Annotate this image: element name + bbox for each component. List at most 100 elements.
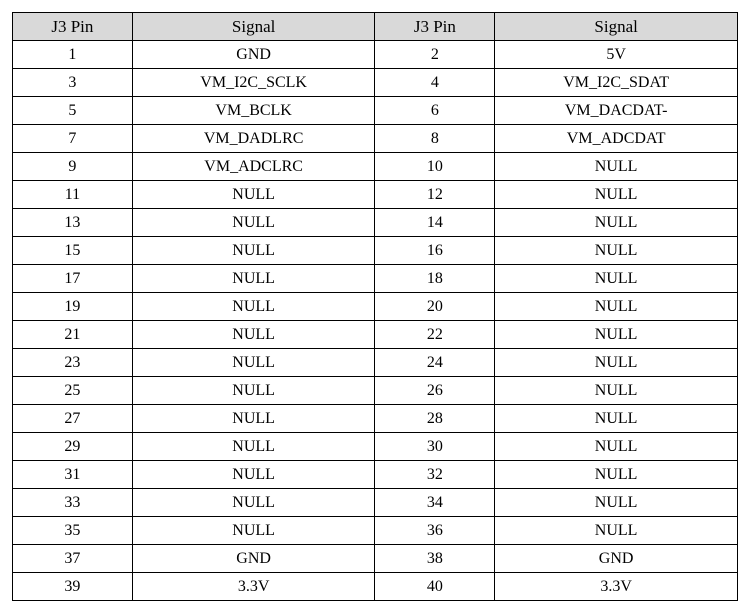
table-row: 23NULL24NULL: [13, 349, 738, 377]
signal-cell: NULL: [132, 461, 375, 489]
table-row: 37GND38GND: [13, 545, 738, 573]
table-row: 7VM_DADLRC8VM_ADCDAT: [13, 125, 738, 153]
signal-cell: NULL: [132, 377, 375, 405]
pin-cell: 1: [13, 41, 133, 69]
signal-cell: GND: [132, 41, 375, 69]
pin-cell: 31: [13, 461, 133, 489]
signal-cell: NULL: [132, 489, 375, 517]
pin-cell: 4: [375, 69, 495, 97]
signal-cell: VM_I2C_SCLK: [132, 69, 375, 97]
pin-cell: 18: [375, 265, 495, 293]
pin-cell: 14: [375, 209, 495, 237]
signal-cell: NULL: [132, 321, 375, 349]
table-row: 25NULL26NULL: [13, 377, 738, 405]
table-row: 27NULL28NULL: [13, 405, 738, 433]
signal-cell: GND: [132, 545, 375, 573]
table-row: 21NULL22NULL: [13, 321, 738, 349]
table-row: 15NULL16NULL: [13, 237, 738, 265]
table-row: 1GND25V: [13, 41, 738, 69]
pin-cell: 3: [13, 69, 133, 97]
signal-cell: VM_ADCLRC: [132, 153, 375, 181]
pin-cell: 33: [13, 489, 133, 517]
table-row: 19NULL20NULL: [13, 293, 738, 321]
signal-cell: NULL: [495, 181, 738, 209]
signal-cell: VM_DADLRC: [132, 125, 375, 153]
signal-cell: NULL: [495, 321, 738, 349]
pin-cell: 29: [13, 433, 133, 461]
signal-cell: NULL: [495, 209, 738, 237]
signal-cell: NULL: [132, 181, 375, 209]
signal-cell: NULL: [132, 517, 375, 545]
j3-pinout-table: J3 Pin Signal J3 Pin Signal 1GND25V3VM_I…: [12, 12, 738, 601]
pin-cell: 5: [13, 97, 133, 125]
pin-cell: 26: [375, 377, 495, 405]
pin-cell: 23: [13, 349, 133, 377]
table-row: 13NULL14NULL: [13, 209, 738, 237]
table-row: 11NULL12NULL: [13, 181, 738, 209]
pin-cell: 34: [375, 489, 495, 517]
pin-cell: 9: [13, 153, 133, 181]
pin-cell: 24: [375, 349, 495, 377]
signal-cell: VM_DACDAT-: [495, 97, 738, 125]
pin-cell: 2: [375, 41, 495, 69]
pin-cell: 35: [13, 517, 133, 545]
table-row: 9VM_ADCLRC10NULL: [13, 153, 738, 181]
table-row: 3VM_I2C_SCLK4VM_I2C_SDAT: [13, 69, 738, 97]
pin-cell: 22: [375, 321, 495, 349]
pin-cell: 17: [13, 265, 133, 293]
signal-cell: NULL: [132, 293, 375, 321]
signal-cell: NULL: [132, 433, 375, 461]
signal-cell: NULL: [495, 265, 738, 293]
pin-cell: 13: [13, 209, 133, 237]
signal-cell: VM_ADCDAT: [495, 125, 738, 153]
pin-cell: 30: [375, 433, 495, 461]
pin-cell: 39: [13, 573, 133, 601]
pin-cell: 19: [13, 293, 133, 321]
pin-cell: 6: [375, 97, 495, 125]
signal-cell: 5V: [495, 41, 738, 69]
pin-cell: 10: [375, 153, 495, 181]
table-header-row: J3 Pin Signal J3 Pin Signal: [13, 13, 738, 41]
signal-cell: NULL: [132, 265, 375, 293]
signal-cell: NULL: [132, 405, 375, 433]
signal-cell: NULL: [495, 293, 738, 321]
table-row: 33NULL34NULL: [13, 489, 738, 517]
table-row: 393.3V403.3V: [13, 573, 738, 601]
pin-cell: 21: [13, 321, 133, 349]
signal-cell: NULL: [495, 517, 738, 545]
signal-cell: NULL: [495, 405, 738, 433]
pin-cell: 36: [375, 517, 495, 545]
pin-cell: 37: [13, 545, 133, 573]
col-header-j3pin-right: J3 Pin: [375, 13, 495, 41]
signal-cell: NULL: [495, 153, 738, 181]
signal-cell: VM_BCLK: [132, 97, 375, 125]
signal-cell: NULL: [132, 349, 375, 377]
signal-cell: NULL: [132, 209, 375, 237]
pin-cell: 20: [375, 293, 495, 321]
signal-cell: NULL: [495, 433, 738, 461]
pin-cell: 40: [375, 573, 495, 601]
signal-cell: NULL: [495, 237, 738, 265]
pin-cell: 32: [375, 461, 495, 489]
signal-cell: VM_I2C_SDAT: [495, 69, 738, 97]
signal-cell: GND: [495, 545, 738, 573]
pin-cell: 11: [13, 181, 133, 209]
signal-cell: 3.3V: [132, 573, 375, 601]
pin-cell: 8: [375, 125, 495, 153]
pin-cell: 28: [375, 405, 495, 433]
signal-cell: NULL: [132, 237, 375, 265]
col-header-j3pin-left: J3 Pin: [13, 13, 133, 41]
pin-cell: 16: [375, 237, 495, 265]
pin-cell: 15: [13, 237, 133, 265]
pin-cell: 12: [375, 181, 495, 209]
signal-cell: NULL: [495, 489, 738, 517]
col-header-signal-left: Signal: [132, 13, 375, 41]
table-row: 5VM_BCLK6VM_DACDAT-: [13, 97, 738, 125]
col-header-signal-right: Signal: [495, 13, 738, 41]
pin-cell: 25: [13, 377, 133, 405]
signal-cell: NULL: [495, 349, 738, 377]
table-row: 29NULL30NULL: [13, 433, 738, 461]
table-row: 35NULL36NULL: [13, 517, 738, 545]
pin-cell: 38: [375, 545, 495, 573]
table-row: 17NULL18NULL: [13, 265, 738, 293]
